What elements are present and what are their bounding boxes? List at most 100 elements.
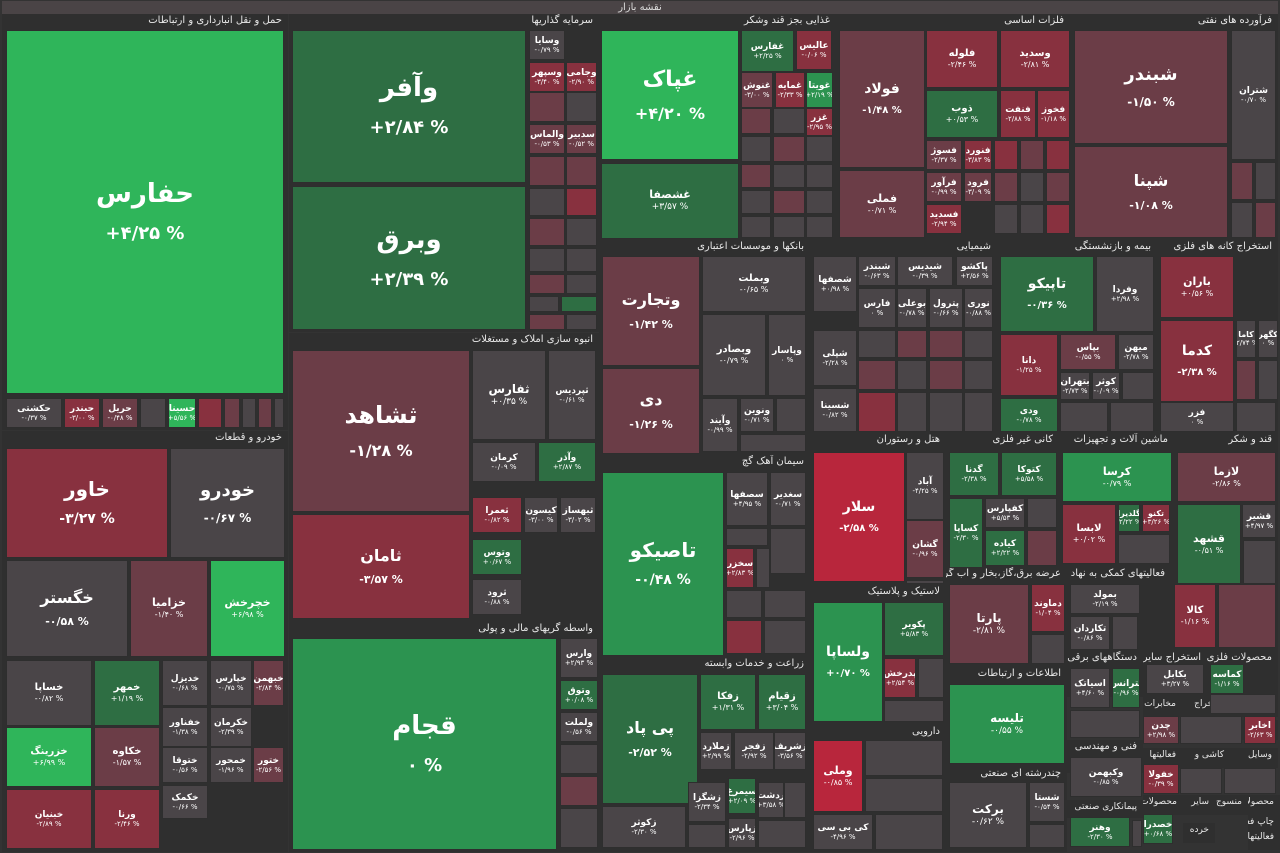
stock-tile[interactable]: [560, 776, 598, 806]
stock-tile[interactable]: وتوق +۰/۰۸ %: [560, 680, 598, 710]
stock-tile[interactable]: غشصفا +۳/۵۷ %: [601, 163, 739, 239]
stock-tile[interactable]: [806, 136, 833, 162]
stock-tile[interactable]: [929, 330, 963, 358]
stock-tile[interactable]: [529, 248, 565, 272]
stock-tile[interactable]: ثفارس +۰/۳۵ %: [472, 350, 546, 440]
stock-tile[interactable]: ختور -۲/۵۶ %: [253, 747, 284, 783]
stock-tile[interactable]: خزامیا -۱/۴۰ %: [130, 560, 208, 657]
stock-tile[interactable]: تلیسه -۰/۵۵ %: [949, 684, 1065, 764]
stock-tile[interactable]: شپنا -۱/۰۸ %: [1074, 146, 1228, 238]
stock-tile[interactable]: فزر ۰ %: [1160, 402, 1234, 432]
stock-tile[interactable]: [858, 360, 896, 390]
stock-tile[interactable]: وبرق +۲/۳۹ %: [292, 186, 526, 330]
stock-tile[interactable]: [1020, 204, 1044, 234]
stock-tile[interactable]: ثامان -۳/۵۷ %: [292, 514, 470, 619]
stock-tile[interactable]: میهن -۲/۷۸ %: [1118, 334, 1154, 370]
stock-tile[interactable]: [1046, 140, 1070, 170]
stock-tile[interactable]: تاصیکو -۰/۴۸ %: [602, 472, 724, 656]
stock-tile[interactable]: کالا -۱/۱۶ %: [1174, 584, 1216, 648]
stock-tile[interactable]: [1031, 634, 1065, 664]
stock-tile[interactable]: خمهر +۱/۱۹ %: [94, 660, 160, 726]
stock-tile[interactable]: زشریف -۳/۵۶ %: [774, 732, 806, 770]
stock-tile[interactable]: [1255, 162, 1276, 200]
stock-tile[interactable]: غمایه -۲/۳۳ %: [775, 72, 805, 108]
stock-tile[interactable]: خصدرا +۰/۶۸ %: [1143, 814, 1173, 844]
stock-tile[interactable]: [566, 248, 597, 272]
stock-tile[interactable]: وسایا -۰/۷۹ %: [529, 30, 565, 60]
stock-tile[interactable]: [1224, 768, 1276, 794]
stock-tile[interactable]: [566, 188, 597, 216]
stock-tile[interactable]: اسیاتک +۴/۶۰ %: [1070, 668, 1110, 708]
stock-tile[interactable]: [726, 620, 762, 654]
stock-tile[interactable]: خکمک -۰/۶۶ %: [162, 785, 208, 819]
stock-tile[interactable]: ختوقا -۰/۵۶ %: [162, 747, 208, 783]
stock-tile[interactable]: سیمرغ +۲/۰۹ %: [728, 778, 756, 814]
stock-tile[interactable]: فرآور -۰/۹۹ %: [926, 172, 962, 202]
stock-tile[interactable]: [274, 398, 284, 428]
stock-tile[interactable]: [875, 814, 943, 850]
stock-tile[interactable]: کساپا -۲/۳۰ %: [949, 498, 983, 568]
stock-tile[interactable]: خساپا -۰/۸۲ %: [6, 660, 92, 726]
stock-tile[interactable]: دماوند -۱/۰۴ %: [1031, 584, 1065, 632]
stock-tile[interactable]: شپلی -۲/۲۸ %: [813, 330, 857, 386]
stock-tile[interactable]: وهنر -۲/۳۰ %: [1070, 817, 1130, 847]
stock-tile[interactable]: غویتا +۲/۱۹ %: [806, 72, 833, 108]
stock-tile[interactable]: خمحور -۱/۹۶ %: [210, 747, 252, 783]
stock-tile[interactable]: [566, 274, 597, 294]
stock-tile[interactable]: ورنا -۲/۴۶ %: [94, 789, 160, 849]
stock-tile[interactable]: [929, 360, 963, 390]
stock-tile[interactable]: وسپهر -۳/۴۰ %: [529, 62, 565, 92]
stock-tile[interactable]: چدن +۲/۹۸ %: [1143, 716, 1179, 744]
stock-tile[interactable]: سدبیر -۰/۵۲ %: [566, 124, 597, 154]
stock-tile[interactable]: [258, 398, 272, 428]
stock-tile[interactable]: خفولا -۰/۳۹ %: [1143, 764, 1179, 794]
stock-tile[interactable]: دانا -۱/۲۵ %: [1000, 334, 1058, 396]
stock-tile[interactable]: فلوله -۲/۴۶ %: [926, 30, 998, 88]
stock-tile[interactable]: حریل -۰/۴۸ %: [102, 398, 138, 428]
stock-tile[interactable]: عالیس -۰/۰۶ %: [796, 30, 832, 70]
stock-tile[interactable]: [529, 296, 559, 312]
stock-tile[interactable]: کرمان -۰/۰۹ %: [472, 442, 536, 482]
stock-tile[interactable]: سخزر +۲/۸۳ %: [726, 548, 754, 588]
stock-tile[interactable]: تکنو +۳/۲۶ %: [1142, 504, 1170, 532]
stock-tile[interactable]: ونوین -۰/۷۱ %: [740, 398, 774, 432]
stock-tile[interactable]: [897, 360, 927, 390]
stock-tile[interactable]: [529, 314, 565, 330]
stock-tile[interactable]: [994, 140, 1018, 170]
stock-tile[interactable]: [560, 808, 598, 848]
stock-tile[interactable]: دی -۱/۲۶ %: [602, 368, 700, 454]
stock-tile[interactable]: وارس +۲/۹۳ %: [560, 638, 598, 678]
stock-tile[interactable]: [688, 824, 726, 848]
stock-tile[interactable]: خاور -۳/۲۷ %: [6, 448, 168, 558]
stock-tile[interactable]: سلار -۲/۵۸ %: [813, 452, 905, 582]
stock-tile[interactable]: خچرخش +۶/۹۸ %: [210, 560, 285, 657]
stock-tile[interactable]: ثبهساز -۳/۰۲ %: [560, 497, 596, 533]
stock-tile[interactable]: وآذر +۲/۸۷ %: [538, 442, 596, 482]
stock-tile[interactable]: گلدیرا-۲/۲۲ %: [1118, 504, 1140, 532]
stock-tile[interactable]: باران +۰/۵۶ %: [1160, 256, 1234, 318]
stock-tile[interactable]: خفناور -۱/۳۸ %: [162, 707, 208, 747]
stock-tile[interactable]: [865, 740, 943, 776]
stock-tile[interactable]: شصفها +۰/۹۸ %: [813, 256, 857, 312]
stock-tile[interactable]: پترول -۰/۶۶ %: [929, 288, 963, 328]
stock-tile[interactable]: پارتا -۲/۸۱ %: [949, 584, 1029, 664]
stock-tile[interactable]: [918, 658, 944, 698]
stock-tile[interactable]: شبندر -۱/۵۰ %: [1074, 30, 1228, 144]
stock-tile[interactable]: [566, 156, 597, 186]
stock-tile[interactable]: [964, 330, 993, 358]
stock-tile[interactable]: گشان -۰/۹۶ %: [906, 520, 944, 578]
stock-tile[interactable]: کدما -۲/۳۸ %: [1160, 320, 1234, 402]
stock-tile[interactable]: [806, 190, 833, 214]
stock-tile[interactable]: زپارس -۲/۹۶ %: [728, 818, 756, 848]
stock-tile[interactable]: ودی -۰/۷۸ %: [1000, 398, 1058, 432]
stock-tile[interactable]: وبصادر -۰/۷۹ %: [702, 314, 766, 396]
stock-tile[interactable]: بوعلی -۰/۷۸ %: [897, 288, 927, 328]
stock-tile[interactable]: [1122, 372, 1154, 400]
stock-tile[interactable]: وکبهمن -۰/۸۵ %: [1070, 757, 1142, 797]
stock-tile[interactable]: [741, 136, 771, 162]
stock-tile[interactable]: [964, 360, 993, 390]
stock-tile[interactable]: برکت -۰/۶۲ %: [949, 782, 1027, 848]
stock-tile[interactable]: [1020, 140, 1044, 170]
stock-tile[interactable]: ذوب +۰/۵۳ %: [926, 90, 998, 138]
stock-tile[interactable]: زفکا +۱/۳۱ %: [700, 674, 756, 730]
